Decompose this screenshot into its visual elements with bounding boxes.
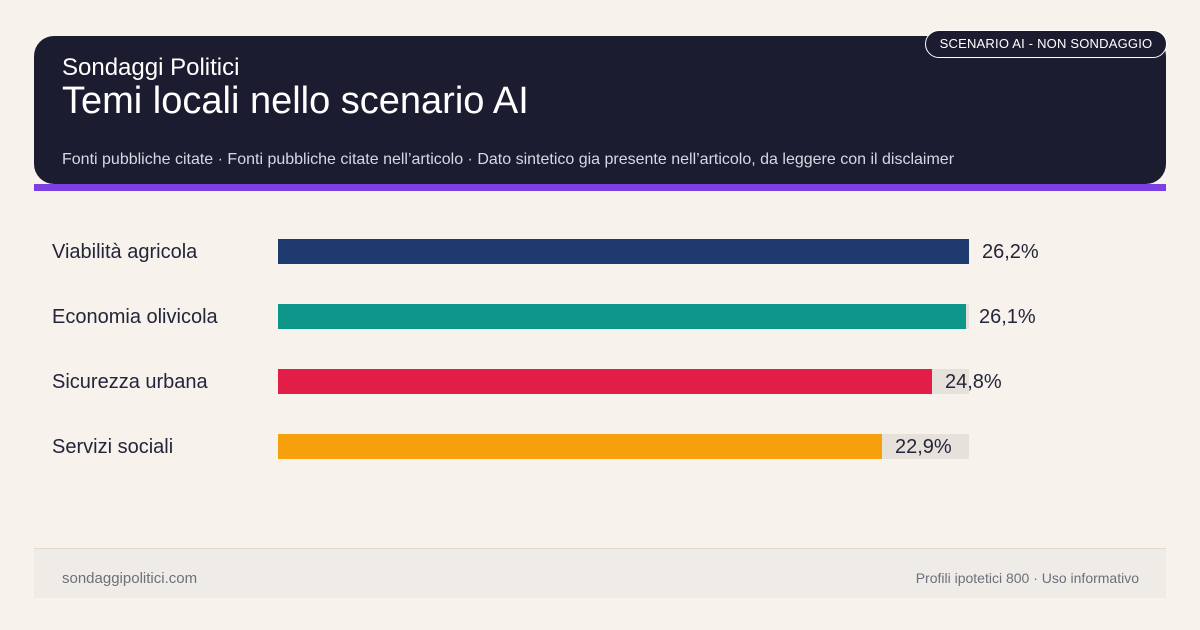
value-label: 26,1% bbox=[979, 306, 1036, 328]
page-title: Temi locali nello scenario AI bbox=[62, 80, 529, 122]
bar bbox=[278, 239, 969, 264]
page-subtitle: Fonti pubbliche citate · Fonti pubbliche… bbox=[62, 151, 955, 168]
brand-name: Sondaggi Politici bbox=[62, 54, 240, 81]
category-label: Sicurezza urbana bbox=[52, 371, 208, 393]
value-label: 24,8% bbox=[945, 371, 1002, 393]
category-label: Economia olivicola bbox=[52, 306, 218, 328]
header-panel: Sondaggi Politici Temi locali nello scen… bbox=[34, 36, 1166, 184]
category-label: Servizi sociali bbox=[52, 436, 174, 458]
category-label: Viabilità agricola bbox=[52, 241, 198, 263]
bar bbox=[278, 304, 966, 329]
footer-site[interactable]: sondaggipolitici.com bbox=[62, 570, 198, 587]
bar bbox=[278, 369, 932, 394]
bar bbox=[278, 434, 882, 459]
value-label: 26,2% bbox=[982, 241, 1039, 263]
value-label: 22,9% bbox=[895, 436, 952, 458]
footer: sondaggipolitici.com Profili ipotetici 8… bbox=[34, 548, 1166, 598]
header-accent-line bbox=[34, 184, 1166, 191]
scenario-badge: SCENARIO AI - NON SONDAGGIO bbox=[925, 30, 1167, 58]
footer-note: Profili ipotetici 800 · Uso informativo bbox=[915, 570, 1139, 586]
